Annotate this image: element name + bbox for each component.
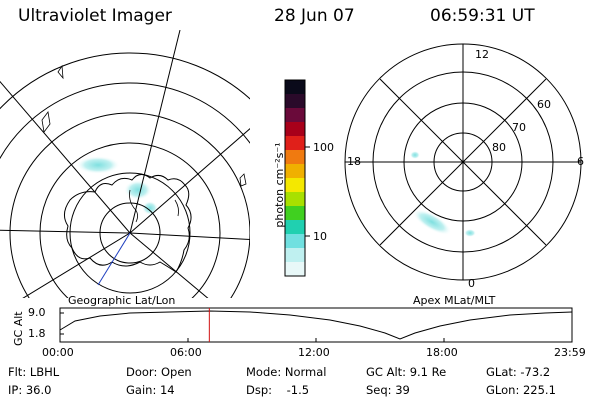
altitude-ytick-9: 9.0	[28, 306, 46, 319]
mlat-label-80: 80	[492, 141, 506, 154]
mlat-label-60: 60	[537, 98, 551, 111]
aurora-emission	[410, 151, 420, 159]
colorbar-cell	[285, 192, 305, 207]
left-map-caption: Geographic Lat/Lon	[68, 294, 176, 307]
magnetic-polar-plot	[344, 43, 582, 281]
colorbar-tick-100: 100	[313, 141, 334, 154]
date-label: 28 Jun 07	[274, 6, 355, 26]
filter-readout: Flt: LBHL	[8, 365, 60, 379]
altitude-plot	[59, 307, 573, 343]
colorbar-unit-label: photon cm⁻²s⁻¹	[273, 142, 286, 228]
mlt-label-6: 6	[577, 155, 584, 168]
mlat-label-70: 70	[512, 121, 526, 134]
altitude-xtick: 23:59	[554, 346, 586, 359]
altitude-curve	[59, 310, 573, 340]
colorbar-cell	[285, 150, 305, 165]
aurora-emission	[412, 209, 452, 235]
altitude-xtick: 18:00	[426, 346, 458, 359]
door-readout: Door: Open	[126, 365, 192, 379]
ip-readout: IP: 36.0	[8, 383, 52, 397]
mlt-label-12: 12	[475, 48, 489, 61]
aurora-emission	[464, 229, 476, 237]
colorbar-cell	[285, 80, 305, 95]
glat-readout: GLat: -73.2	[486, 365, 551, 379]
colorbar-cell	[285, 164, 305, 179]
gc-alt-readout: GC Alt: 9.1 Re	[366, 365, 447, 379]
colorbar-cell	[285, 122, 305, 137]
colorbar-cell	[285, 94, 305, 109]
altitude-xtick: 06:00	[170, 346, 202, 359]
dsp-readout: Dsp: -1.5	[246, 383, 310, 397]
colorbar-cell	[285, 220, 305, 235]
instrument-title: Ultraviolet Imager	[18, 6, 172, 26]
colorbar-cell	[285, 234, 305, 249]
altitude-ylabel: GC Alt	[12, 311, 25, 346]
time-label: 06:59:31 UT	[430, 6, 535, 26]
right-map-caption: Apex MLat/MLT	[413, 294, 496, 307]
colorbar-cell	[285, 248, 305, 263]
aurora-emission	[142, 201, 158, 215]
aurora-emission	[124, 180, 152, 200]
satellite-track	[97, 232, 131, 286]
geographic-map	[0, 30, 250, 298]
aurora-emission	[76, 156, 120, 174]
coastline	[64, 174, 192, 273]
colorbar-tick-10: 10	[313, 230, 327, 243]
glon-readout: GLon: 225.1	[486, 383, 556, 397]
gain-readout: Gain: 14	[126, 383, 175, 397]
colorbar-cell	[285, 136, 305, 151]
seq-readout: Seq: 39	[366, 383, 410, 397]
altitude-ytick-1-8: 1.8	[28, 327, 46, 340]
mlt-label-0: 0	[468, 277, 475, 290]
mlt-label-18: 18	[347, 155, 361, 168]
colorbar-cell	[285, 206, 305, 221]
colorbar	[284, 79, 310, 277]
colorbar-cell	[285, 262, 305, 277]
altitude-xtick: 00:00	[42, 346, 74, 359]
colorbar-cell	[285, 108, 305, 123]
altitude-xtick: 12:00	[298, 346, 330, 359]
colorbar-cell	[285, 178, 305, 193]
mode-readout: Mode: Normal	[246, 365, 327, 379]
